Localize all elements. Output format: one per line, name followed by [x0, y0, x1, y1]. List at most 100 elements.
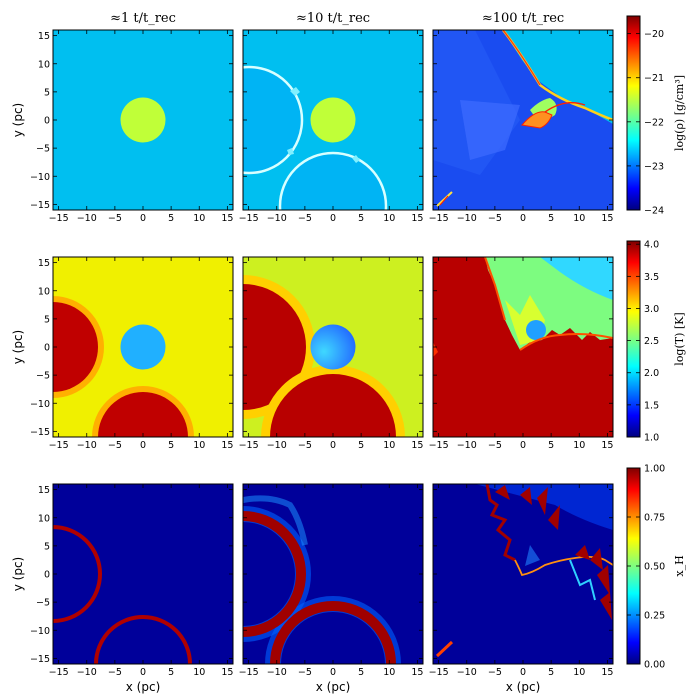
- colorbar-tick-label: 2.0: [644, 368, 659, 379]
- x-tick-label: 15: [601, 213, 613, 224]
- x-tick-label: −15: [49, 667, 69, 678]
- density-colorbar: log(ρ) [g/cm³]: [626, 15, 686, 211]
- x-tick-label: −10: [77, 667, 97, 678]
- x-tick-label: −10: [457, 440, 477, 451]
- x-tick-label: 15: [221, 667, 233, 678]
- x-tick-label: −15: [429, 440, 449, 451]
- y-tick-label: 10: [38, 59, 50, 70]
- y-axis-label: y (pc): [11, 557, 25, 592]
- y-tick-label: 15: [38, 485, 50, 496]
- density-colorbar-label: log(ρ) [g/cm³]: [673, 75, 686, 151]
- colorbar-tick-label: 1.0: [644, 433, 659, 444]
- ionization-panel-t10: [243, 484, 423, 664]
- clump: [310, 324, 356, 370]
- x-tick-label: −15: [429, 667, 449, 678]
- density-panel-t100: [433, 30, 613, 210]
- ionization-colorbar-label: x_H: [673, 555, 686, 576]
- colorbar-tick-label: 0.50: [644, 562, 665, 573]
- x-tick-label: −10: [267, 213, 287, 224]
- y-tick-label: −10: [30, 399, 50, 410]
- colorbar-tick-label: 0.75: [644, 513, 665, 524]
- x-tick-label: 10: [573, 667, 585, 678]
- colorbar-tick-label: 1.5: [644, 400, 659, 411]
- x-tick-label: 15: [411, 213, 423, 224]
- x-tick-label: −10: [457, 213, 477, 224]
- colorbar-tick-label: 3.0: [644, 304, 659, 315]
- x-tick-label: −15: [239, 213, 259, 224]
- y-tick-label: −15: [30, 654, 50, 665]
- x-tick-label: −5: [298, 440, 312, 451]
- x-tick-label: 5: [358, 667, 364, 678]
- x-tick-label: 0: [330, 667, 336, 678]
- y-tick-label: 5: [44, 314, 50, 325]
- y-tick-label: −10: [30, 626, 50, 637]
- x-tick-label: 10: [193, 440, 205, 451]
- y-tick-label: 0: [44, 570, 50, 581]
- y-tick-label: −5: [36, 144, 50, 155]
- y-tick-label: 0: [44, 343, 50, 354]
- x-tick-label: −10: [267, 440, 287, 451]
- x-tick-label: −5: [298, 213, 312, 224]
- colorbar-tick-label: −22: [644, 117, 664, 128]
- colorbar-tick-label: −24: [644, 206, 664, 217]
- x-tick-label: 5: [548, 213, 554, 224]
- x-tick-label: 0: [520, 213, 526, 224]
- x-tick-label: −15: [49, 440, 69, 451]
- colorbar-tick-label: 2.5: [644, 336, 659, 347]
- temperature-colorbar-label: log(T) [K]: [673, 312, 686, 365]
- colorbar-tick-label: −23: [644, 161, 664, 172]
- colorbar-tick-label: 0.25: [644, 611, 665, 622]
- column-title-1: ≈1 t/t_rec: [110, 11, 176, 26]
- x-tick-label: −5: [108, 667, 122, 678]
- colorbar-tick-label: 1.00: [644, 464, 665, 475]
- y-tick-label: 10: [38, 286, 50, 297]
- ionization-panel-t100: [433, 484, 613, 664]
- x-tick-label: 0: [520, 667, 526, 678]
- x-tick-label: 15: [601, 667, 613, 678]
- y-tick-label: −10: [30, 172, 50, 183]
- y-tick-label: 15: [38, 258, 50, 269]
- x-tick-label: −15: [239, 667, 259, 678]
- x-tick-label: −10: [457, 667, 477, 678]
- column-title-10: ≈10 t/t_rec: [296, 11, 370, 26]
- x-tick-label: −15: [429, 213, 449, 224]
- clump: [310, 97, 356, 143]
- axis-ticks: −15 −10 −5 0 5 10 15 15 10 5 0 −5 −10 −15 −15 −10 −5 0 5 10…: [30, 29, 665, 678]
- x-tick-label: 15: [411, 667, 423, 678]
- temperature-colorbar: log(T) [K]: [626, 240, 686, 438]
- ionization-panel-t1: [53, 484, 233, 664]
- temperature-panel-t10: [243, 257, 423, 437]
- colorbar-tick-label: 0.00: [644, 660, 665, 671]
- x-tick-label: 5: [168, 440, 174, 451]
- y-tick-label: 5: [44, 87, 50, 98]
- x-tick-label: −10: [77, 213, 97, 224]
- x-tick-label: 10: [573, 213, 585, 224]
- x-tick-label: 5: [548, 440, 554, 451]
- x-axis-label: x (pc): [126, 680, 161, 694]
- x-tick-label: −5: [488, 667, 502, 678]
- x-tick-label: −15: [239, 440, 259, 451]
- x-tick-label: 15: [221, 213, 233, 224]
- x-axis-label: x (pc): [316, 680, 351, 694]
- x-tick-label: −5: [298, 667, 312, 678]
- y-tick-label: 15: [38, 31, 50, 42]
- x-tick-label: 5: [168, 213, 174, 224]
- x-tick-label: −5: [108, 213, 122, 224]
- y-tick-label: 5: [44, 541, 50, 552]
- x-tick-label: 0: [330, 213, 336, 224]
- x-tick-label: 0: [140, 440, 146, 451]
- density-panel-t10: [243, 30, 423, 210]
- x-tick-label: 5: [358, 440, 364, 451]
- x-tick-label: −5: [108, 440, 122, 451]
- x-tick-label: −10: [267, 667, 287, 678]
- x-tick-label: 15: [411, 440, 423, 451]
- x-tick-label: 10: [383, 667, 395, 678]
- x-tick-label: 0: [140, 213, 146, 224]
- colorbar-tick-label: 3.5: [644, 272, 659, 283]
- x-tick-label: 10: [193, 213, 205, 224]
- x-tick-label: 10: [383, 440, 395, 451]
- temperature-panel-t1: [53, 257, 233, 437]
- x-tick-label: −10: [77, 440, 97, 451]
- x-tick-label: 15: [601, 440, 613, 451]
